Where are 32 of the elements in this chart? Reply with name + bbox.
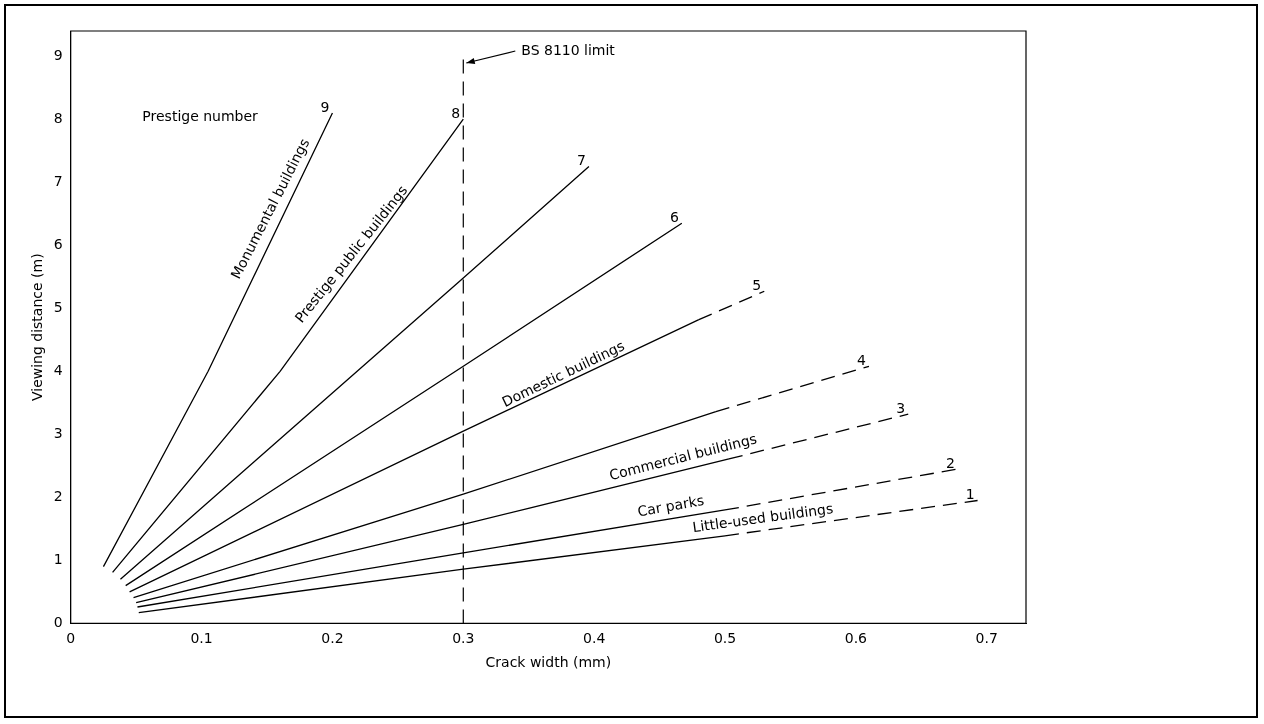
- x-tick-label: 0.3: [452, 630, 475, 647]
- series-label: 3: [896, 399, 906, 416]
- x-tick-label: 0.6: [844, 630, 868, 647]
- y-tick-label: 6: [53, 235, 63, 252]
- ref-line-label: BS 8110 limit: [521, 41, 616, 58]
- series-label: 9: [320, 98, 330, 115]
- annotation: Prestige number: [142, 107, 259, 124]
- series-label: 6: [669, 208, 679, 225]
- x-tick-label: 0.2: [321, 630, 344, 647]
- y-tick-label: 7: [53, 172, 63, 189]
- x-tick-label: 0.1: [190, 630, 213, 647]
- x-axis-title: Crack width (mm): [485, 654, 612, 671]
- series-label: 5: [752, 276, 762, 293]
- y-tick-label: 5: [53, 298, 63, 315]
- series-label: 2: [946, 454, 955, 471]
- annotation: Car parks: [636, 491, 706, 520]
- y-tick-label: 4: [53, 361, 63, 378]
- x-tick-label: 0.5: [713, 630, 737, 647]
- y-tick-label: 0: [53, 614, 63, 631]
- y-tick-label: 1: [53, 551, 63, 568]
- series-label: 8: [451, 104, 461, 121]
- x-tick-label: 0.7: [975, 630, 998, 647]
- x-tick-label: 0: [66, 630, 76, 647]
- y-tick-label: 3: [53, 424, 63, 441]
- y-axis-title: Viewing distance (m): [29, 253, 46, 402]
- series-label: 1: [965, 486, 975, 503]
- y-tick-label: 2: [53, 488, 63, 504]
- y-tick-label: 9: [53, 46, 63, 63]
- series-label: 7: [577, 152, 586, 169]
- y-tick-label: 8: [53, 109, 63, 126]
- series-label: 4: [857, 351, 867, 368]
- x-tick-label: 0.4: [583, 630, 606, 647]
